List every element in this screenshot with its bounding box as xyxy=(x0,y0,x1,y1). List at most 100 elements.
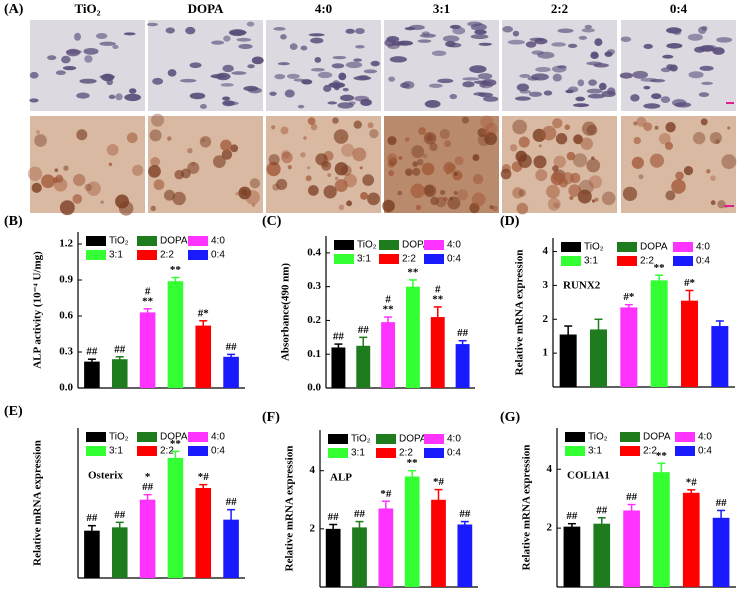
cell xyxy=(310,68,325,72)
cell xyxy=(557,28,574,34)
nodule xyxy=(675,171,684,180)
nodule xyxy=(303,136,307,140)
legend-swatch xyxy=(379,254,399,264)
nodule xyxy=(126,132,138,144)
cell xyxy=(529,37,545,42)
y-tick-label: 2 xyxy=(543,313,549,325)
significance: ** xyxy=(142,295,154,307)
nodule xyxy=(149,129,162,142)
cell xyxy=(222,96,231,101)
error-bar xyxy=(458,339,467,348)
nodule xyxy=(546,184,560,199)
nodule xyxy=(553,202,560,209)
legend-label: TiO₂ xyxy=(584,242,604,253)
cell xyxy=(66,48,81,57)
nodule xyxy=(472,173,484,185)
y-tick-label: 4 xyxy=(310,464,316,476)
cell xyxy=(662,54,674,59)
cell xyxy=(277,62,290,66)
legend-label: 0:4 xyxy=(447,448,461,459)
nodule xyxy=(305,175,312,182)
error-bar xyxy=(594,318,603,340)
legend-label: 4:0 xyxy=(447,240,461,251)
cell xyxy=(701,81,713,86)
nodule xyxy=(588,175,603,189)
cell xyxy=(338,72,347,81)
cell xyxy=(353,58,362,62)
bar xyxy=(559,334,577,387)
legend-swatch xyxy=(188,250,208,260)
bar xyxy=(681,300,698,387)
error-bar xyxy=(685,289,694,311)
nodule xyxy=(591,199,596,203)
cell xyxy=(516,83,530,92)
error-bar xyxy=(143,493,152,505)
nodule xyxy=(27,166,43,182)
cell xyxy=(123,32,136,36)
error-bar xyxy=(199,320,208,331)
significance: ## xyxy=(354,508,366,520)
legend-swatch xyxy=(620,446,640,456)
significance: ## xyxy=(459,508,471,520)
cell xyxy=(332,80,341,88)
error-bar xyxy=(408,279,417,294)
nodule xyxy=(444,140,452,148)
panel-label: (F) xyxy=(262,410,280,425)
cell xyxy=(417,39,432,43)
cell xyxy=(353,75,372,81)
cell xyxy=(568,86,579,93)
scale-bar xyxy=(726,102,734,104)
significance: #* xyxy=(623,291,635,303)
bar xyxy=(223,519,239,578)
cell xyxy=(507,39,525,45)
error-bar xyxy=(329,523,338,534)
cell xyxy=(698,92,710,98)
nodule xyxy=(212,155,226,168)
legend-label: 3:1 xyxy=(357,254,371,265)
nodule xyxy=(100,200,104,204)
y-tick-label: 0.4 xyxy=(307,246,321,258)
cell xyxy=(355,28,365,35)
photo-top xyxy=(148,20,263,111)
y-tick-label: 0.9 xyxy=(59,274,73,286)
cell xyxy=(514,96,531,101)
nodule xyxy=(201,138,206,143)
cell xyxy=(478,92,494,98)
nodule xyxy=(150,156,161,167)
legend-label: 3:1 xyxy=(584,256,598,267)
error-bar xyxy=(655,274,664,286)
legend-label: 4:0 xyxy=(696,242,710,253)
nodule xyxy=(251,203,256,207)
y-tick-label: 0.0 xyxy=(307,382,321,394)
nodule xyxy=(547,197,561,211)
error-bar xyxy=(355,520,364,534)
cell xyxy=(470,34,489,40)
legend-label: 3:1 xyxy=(588,446,602,457)
cell xyxy=(386,36,400,43)
bar xyxy=(381,322,396,388)
nodule xyxy=(323,185,337,199)
nodule xyxy=(359,166,363,170)
nodule xyxy=(423,184,437,198)
panel-label: (G) xyxy=(500,410,521,425)
cell xyxy=(348,101,356,106)
bar xyxy=(167,281,184,388)
nodule xyxy=(601,191,616,206)
cell xyxy=(84,55,93,63)
bar xyxy=(404,476,420,587)
nodule xyxy=(352,147,367,162)
nodule xyxy=(367,122,374,129)
cell xyxy=(590,52,599,60)
nodule xyxy=(715,139,720,144)
nodule xyxy=(717,200,726,209)
nodule xyxy=(633,136,641,145)
nodule xyxy=(430,196,439,206)
nodule xyxy=(692,131,706,145)
legend-label: 3:1 xyxy=(351,448,365,459)
cell xyxy=(478,42,492,46)
legend-swatch xyxy=(137,432,157,442)
cell xyxy=(29,98,39,103)
legend-swatch xyxy=(86,236,106,246)
gene-label: Osterix xyxy=(88,470,123,482)
legend-label: 0:4 xyxy=(447,254,461,265)
